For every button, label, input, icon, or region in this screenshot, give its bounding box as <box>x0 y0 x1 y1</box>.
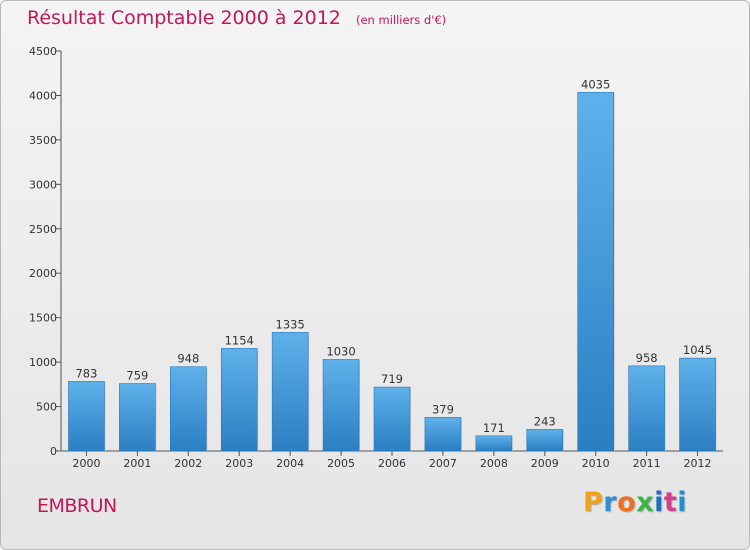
logo-letter: t <box>663 487 678 518</box>
y-tick-label: 500 <box>36 401 57 414</box>
x-axis: 2000 2001 2002 2003 2004 2005 2006 2007 2008 2009… <box>61 450 723 470</box>
x-tick-label: 2010 <box>582 457 610 470</box>
bar-value-label: 948 <box>177 352 199 366</box>
x-tick-label: 2003 <box>225 457 253 470</box>
bar-2007 <box>424 417 462 452</box>
title-row: Résultat Comptable 2000 à 2012 (en milli… <box>27 7 446 29</box>
logo-letter: x <box>636 487 655 518</box>
bar-2010 <box>577 92 614 452</box>
bar-value-label: 1045 <box>683 343 712 357</box>
bar-2003 <box>220 348 258 452</box>
bar-2012 <box>679 357 716 452</box>
commune-name: EMBRUN <box>37 495 117 517</box>
x-tick-label: 2002 <box>174 457 202 470</box>
bar-value-label: 171 <box>483 421 505 435</box>
y-tick-label: 2000 <box>29 267 57 280</box>
logo-letter: i <box>654 487 664 518</box>
bar-2004 <box>271 332 309 452</box>
y-tick-label: 4000 <box>29 89 57 102</box>
y-tick-label: 1500 <box>29 312 57 325</box>
bar-2006 <box>373 386 411 452</box>
y-axis: 0 500 1000 1500 2000 2500 3000 3500 4000 4500 <box>29 45 62 458</box>
bars: 783 759 948 1154 1335 1030 719 379 171 243 4035 958… <box>68 77 717 452</box>
logo-letter: P <box>583 487 604 518</box>
x-tick-label: 2005 <box>327 457 355 470</box>
x-tick-label: 2012 <box>684 457 712 470</box>
bar-2009 <box>526 429 564 452</box>
bar-value-label: 4035 <box>581 77 610 91</box>
chart-subtitle: (en milliers d'€) <box>355 13 447 27</box>
chart-title: Résultat Comptable 2000 à 2012 <box>27 7 341 29</box>
x-tick-label: 2004 <box>276 457 304 470</box>
bar-2008 <box>475 435 513 452</box>
x-tick-label: 2007 <box>429 457 457 470</box>
bar-2000 <box>68 381 105 452</box>
logo-letter: r <box>603 487 618 518</box>
bar-2005 <box>322 359 360 452</box>
y-tick-label: 0 <box>50 445 57 458</box>
y-tick-label: 2500 <box>29 223 57 236</box>
bar-value-label: 958 <box>636 351 658 365</box>
bar-value-label: 1030 <box>326 344 355 358</box>
bar-value-label: 1154 <box>225 333 254 347</box>
logo-letter: i <box>677 487 688 518</box>
bar-value-label: 243 <box>534 414 556 428</box>
x-tick-label: 2011 <box>633 457 661 470</box>
y-tick-label: 1000 <box>29 356 57 369</box>
bar-value-label: 379 <box>432 402 454 416</box>
bar-value-label: 719 <box>381 372 403 386</box>
bar-value-label: 1335 <box>276 317 305 331</box>
x-tick-label: 2001 <box>123 457 151 470</box>
y-tick-label: 3500 <box>29 134 57 147</box>
bar-2011 <box>628 365 665 452</box>
proxiti-logo: Proxiti <box>583 487 687 518</box>
y-tick-label: 4500 <box>29 45 57 58</box>
x-tick-label: 2006 <box>378 457 406 470</box>
bar-2002 <box>170 366 207 452</box>
bar-value-label: 783 <box>75 366 97 380</box>
y-tick-label: 3000 <box>29 178 57 191</box>
bar-value-label: 759 <box>126 369 148 383</box>
logo-letter: o <box>617 487 637 518</box>
x-tick-label: 2008 <box>480 457 508 470</box>
bar-2001 <box>119 383 156 452</box>
x-tick-label: 2009 <box>531 457 559 470</box>
x-tick-label: 2000 <box>72 457 100 470</box>
